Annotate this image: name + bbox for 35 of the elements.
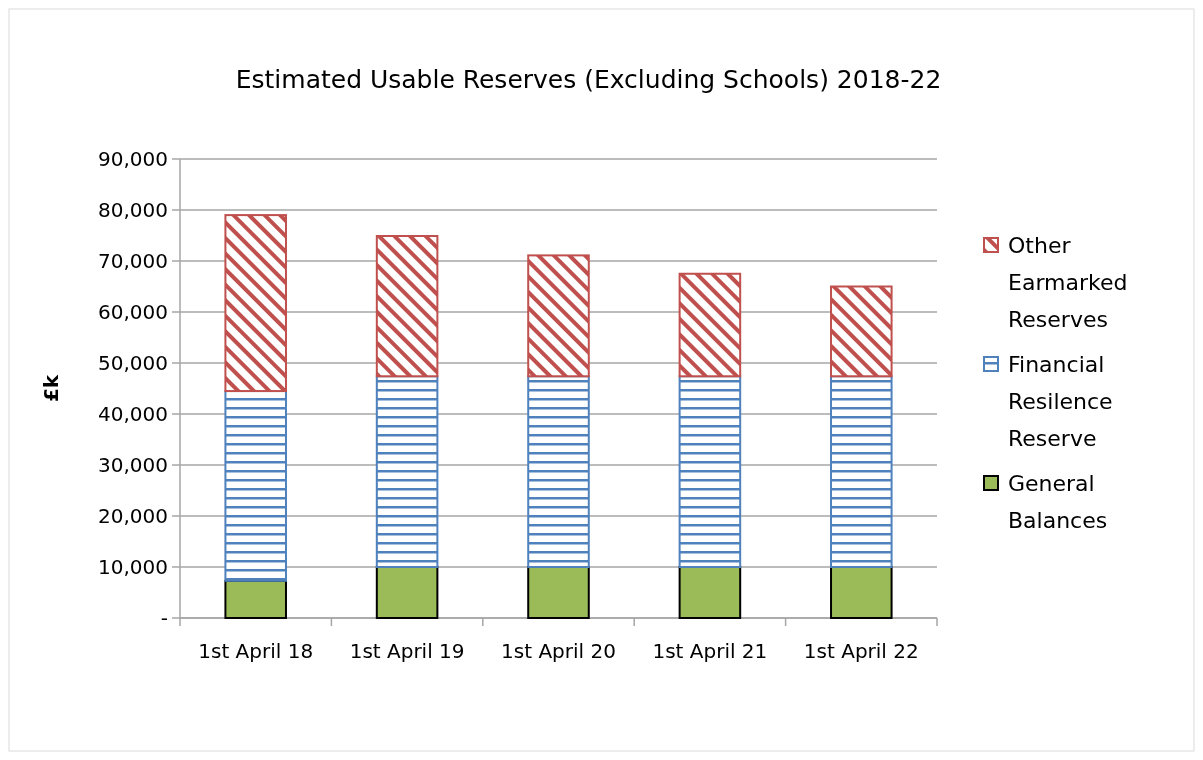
bar — [678, 375, 742, 568]
chart-title: Estimated Usable Reserves (Excluding Schools) 2018-22 — [235, 65, 942, 94]
x-tick-label: 1st April 21 — [652, 639, 768, 663]
legend-label: General Balances — [1008, 471, 1108, 533]
y-tick-label: 30,000 — [98, 453, 168, 477]
bar — [830, 375, 893, 568]
bar — [527, 375, 590, 568]
x-tick-label: 1st April 19 — [349, 639, 465, 663]
bar — [375, 566, 439, 619]
y-tick-label: 10,000 — [98, 555, 168, 579]
x-tick-label: 1st April 20 — [501, 639, 616, 663]
y-axis-title: £k — [39, 374, 63, 403]
bar — [224, 579, 287, 619]
y-tick-label: - — [160, 606, 168, 630]
y-tick-label: 70,000 — [98, 249, 168, 273]
x-tick-label: 1st April 18 — [198, 639, 314, 663]
y-tick-label: 60,000 — [98, 300, 168, 324]
bar — [224, 390, 287, 582]
bar — [830, 285, 893, 378]
bar — [678, 566, 742, 619]
y-tick-label: 90,000 — [98, 147, 168, 171]
bar — [375, 235, 439, 378]
bar — [527, 254, 590, 378]
bar — [678, 272, 742, 378]
x-tick-label: 1st April 22 — [803, 639, 919, 663]
bar — [375, 375, 439, 568]
bar — [830, 566, 893, 619]
y-tick-label: 40,000 — [98, 402, 168, 426]
y-tick-label: 50,000 — [98, 351, 168, 375]
bar — [224, 214, 287, 393]
legend-label: Financial Resilence Reserve — [1008, 352, 1113, 451]
bar — [527, 566, 590, 619]
legend-label: Other Earmarked Reserves — [1008, 233, 1128, 332]
y-tick-label: 80,000 — [98, 198, 168, 222]
y-tick-label: 20,000 — [98, 504, 168, 528]
